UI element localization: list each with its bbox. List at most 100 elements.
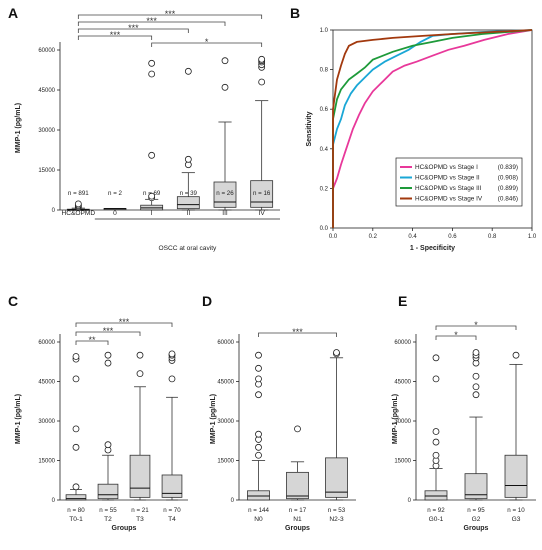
- y-axis-label: MMP-1 (pg/mL): [210, 394, 217, 444]
- box-3: [504, 454, 528, 498]
- y-tick-label: 0.2: [320, 186, 329, 192]
- legend-auc: (0.839): [498, 164, 518, 171]
- y-tick-label: 45000: [38, 88, 55, 94]
- category-label: II: [186, 210, 190, 217]
- roc-curve-1: [332, 29, 533, 228]
- outlier-point: [221, 57, 229, 65]
- significance-bracket: [77, 35, 153, 40]
- n-label: n = 69: [143, 190, 161, 197]
- y-tick-label: 45000: [38, 380, 55, 386]
- box-1: [247, 490, 270, 501]
- n-label: n = 26: [216, 190, 234, 197]
- y-tick-label: 15000: [38, 168, 55, 174]
- y-tick-label: 0: [408, 498, 412, 504]
- y-axis-label: MMP-1 (pg/mL): [15, 394, 22, 444]
- category-label: III: [222, 210, 228, 217]
- roc-curve-4: [332, 29, 533, 228]
- outlier-point: [72, 443, 80, 451]
- outlier-point: [294, 425, 301, 433]
- outlier-point: [258, 78, 266, 86]
- n-label: n = 16: [253, 190, 271, 197]
- y-tick-label: 0.0: [320, 226, 329, 232]
- x-axis-label: Groups: [112, 525, 137, 532]
- outlier-point: [472, 383, 480, 391]
- x-tick-label: 0.4: [408, 234, 417, 240]
- significance-label: ***: [110, 30, 121, 40]
- y-tick-label: 45000: [394, 380, 411, 386]
- category-label: I: [151, 210, 153, 217]
- outlier-point: [104, 359, 112, 367]
- n-label: n = 10: [507, 507, 525, 514]
- y-axis-label: MMP-1 (pg/mL): [15, 103, 22, 153]
- significance-label: ***: [103, 326, 114, 336]
- box-2: [464, 473, 488, 500]
- outlier-point: [255, 364, 262, 372]
- category-label: T4: [168, 516, 176, 523]
- category-label: N2-3: [329, 516, 344, 523]
- n-label: n = 53: [328, 507, 346, 514]
- outlier-point: [512, 351, 520, 359]
- box-1: [65, 494, 87, 501]
- y-tick-label: 30000: [38, 419, 55, 425]
- outlier-point: [255, 351, 262, 359]
- panel-label: D: [202, 293, 212, 309]
- panel-a: A 0 15000 30000 45000 60000 MMP-1 (pg/mL) n = 8…: [8, 5, 280, 252]
- category-label: HC&OPMD: [61, 210, 95, 217]
- n-label: n = 80: [67, 507, 85, 514]
- legend-auc: (0.908): [498, 175, 518, 182]
- box-5: [213, 181, 237, 208]
- significance-bracket: [75, 322, 173, 327]
- y-tick-label: 60000: [38, 48, 55, 54]
- category-label: G0-1: [429, 516, 444, 523]
- box-4: [161, 474, 183, 498]
- outlier-point: [258, 55, 266, 63]
- category-label: IV: [259, 210, 266, 217]
- panel-label: E: [398, 293, 407, 309]
- outlier-point: [136, 351, 144, 359]
- outlier-point: [148, 151, 156, 159]
- outlier-point: [255, 443, 262, 451]
- box-3: [129, 454, 151, 498]
- legend-auc: (0.899): [498, 185, 518, 192]
- legend-label: HC&OPMD vs Stage II: [415, 175, 480, 182]
- panel-e: E 0 15000 30000 45000 60000 MMP-1 (pg/mL) n = 9…: [392, 293, 536, 532]
- significance-label: ***: [119, 317, 130, 327]
- significance-label: *: [454, 330, 458, 340]
- outlier-point: [333, 349, 340, 356]
- outlier-point: [72, 425, 80, 433]
- legend-label: HC&OPMD vs Stage IV: [415, 196, 483, 203]
- y-tick-label: 60000: [217, 340, 234, 346]
- outlier-point: [472, 391, 480, 399]
- outlier-point: [168, 350, 176, 358]
- y-tick-label: 30000: [38, 128, 55, 134]
- outlier-point: [255, 451, 262, 459]
- n-label: n = 891: [68, 190, 89, 197]
- x-axis-label: OSCC at oral cavity: [158, 245, 217, 252]
- category-label: 0: [113, 210, 117, 217]
- category-label: T2: [104, 516, 112, 523]
- category-label: N0: [254, 516, 263, 523]
- box-2: [97, 483, 119, 500]
- x-axis-label: Groups: [285, 525, 310, 532]
- outlier-point: [432, 354, 440, 362]
- box-1: [424, 490, 448, 501]
- y-tick-label: 0: [231, 498, 235, 504]
- n-label: n = 144: [248, 507, 269, 514]
- significance-bracket: [435, 325, 517, 330]
- y-tick-label: 15000: [394, 459, 411, 465]
- outlier-point: [104, 441, 112, 449]
- box-4: [176, 196, 200, 210]
- outlier-point: [184, 67, 192, 75]
- significance-label: *: [205, 37, 209, 47]
- outlier-point: [74, 200, 82, 208]
- legend-box: [395, 157, 523, 207]
- outlier-point: [221, 83, 229, 91]
- outlier-point: [472, 349, 480, 356]
- significance-bracket: [75, 340, 109, 345]
- n-label: n = 17: [289, 507, 307, 514]
- x-axis-label: Groups: [464, 525, 489, 532]
- outlier-point: [148, 192, 156, 200]
- y-tick-label: 0: [52, 208, 56, 214]
- x-tick-label: 0.0: [329, 234, 338, 240]
